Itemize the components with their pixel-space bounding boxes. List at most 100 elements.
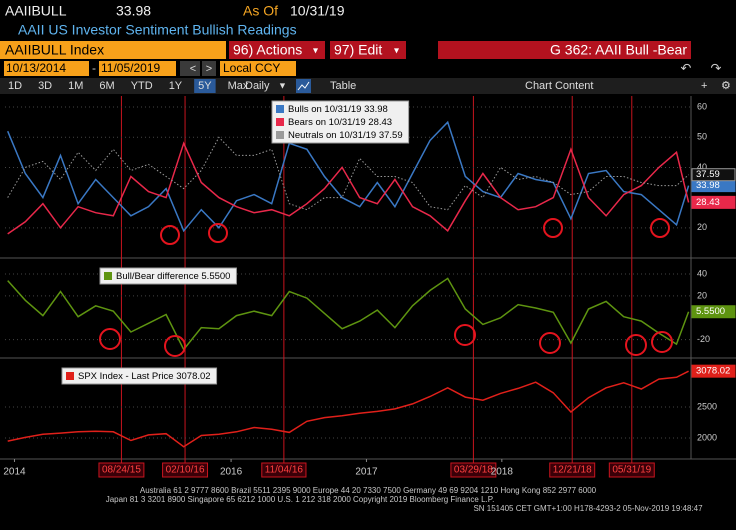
actions-label[interactable]: 96) Actions [233, 42, 302, 58]
range-button[interactable] [194, 79, 216, 93]
circle-annotation [651, 331, 673, 353]
range-label[interactable]: 6M [99, 80, 114, 92]
circle-annotation [543, 218, 563, 238]
legend-entry: Bull/Bear difference 5.5500 [116, 271, 230, 282]
range-label[interactable]: Max [228, 80, 249, 92]
currency[interactable]: Local CCY [223, 61, 280, 75]
footer-line: Australia 61 2 9777 8600 Brazil 5511 239… [140, 486, 597, 495]
redo-icon[interactable]: ↷ [711, 60, 722, 75]
last-value-box [691, 305, 736, 319]
legend-swatch [104, 272, 112, 280]
x-tick-label: 2017 [355, 467, 378, 478]
chart-name: G 362: AAII Bull -Bear [550, 42, 687, 58]
next-button[interactable] [202, 61, 216, 76]
end-date-field[interactable] [99, 61, 176, 76]
legend-box [99, 267, 237, 285]
series-line [7, 277, 690, 351]
event-label: 11/04/16 [265, 465, 304, 476]
security-box [0, 41, 226, 59]
footer-line: SN 151405 CET GMT+1:00 H178-4293-2 05-No… [473, 504, 703, 513]
range-button[interactable] [126, 79, 157, 93]
event-label-box [261, 462, 307, 478]
next-icon: > [206, 63, 212, 75]
start-date-field[interactable] [4, 61, 89, 76]
dropdown-arrow: ▾ [313, 46, 318, 57]
date-separator: - [92, 61, 96, 75]
footer-line: Japan 81 3 3201 8900 Singapore 65 6212 1… [106, 495, 495, 504]
event-label: 08/24/15 [102, 465, 141, 476]
last-value-label: 3078.02 [696, 366, 730, 377]
legend-value: 28.43 [368, 117, 392, 128]
legend-entry: SPX Index - Last Price 3078.02 [78, 371, 211, 382]
legend-name: Neutrals on 10/31/19 [288, 130, 376, 141]
y-tick-label: 20 [697, 222, 707, 232]
prev-button[interactable] [186, 61, 200, 76]
end-date[interactable]: 11/05/2019 [101, 61, 160, 75]
legend-value: 37.59 [379, 130, 403, 141]
legend: SPX Index - Last Price 3078.02 [61, 367, 218, 385]
legend-entry: Bears on 10/31/19 28.43 [288, 117, 392, 128]
legend-entry: Bulls on 10/31/19 33.98 [288, 104, 388, 115]
range-button[interactable] [223, 79, 253, 93]
legend-name: SPX Index - Last Price [78, 371, 174, 382]
last-value-box [691, 168, 736, 182]
add-icon[interactable]: + [701, 80, 707, 92]
event-label: 02/10/16 [166, 465, 205, 476]
legend-name: Bulls on 10/31/19 [288, 104, 361, 115]
range-label[interactable]: 1Y [169, 80, 183, 92]
last-value-label: 33.98 [696, 180, 720, 191]
range-button[interactable] [34, 79, 57, 93]
legend-value: 5.5500 [201, 271, 230, 282]
plots: 08/24/15 02/10/16 11/04/16 03/29/18 12/21/18… [3, 96, 736, 478]
circle-annotation [164, 335, 186, 357]
edit-button[interactable] [330, 41, 406, 59]
undo-icon[interactable]: ↶ [681, 60, 692, 75]
y-tick-label: -20 [697, 334, 710, 344]
security: AAIIBULL Index [5, 42, 104, 58]
y-tick-label: 40 [697, 162, 707, 172]
legend-box [61, 367, 218, 385]
series-line [7, 120, 690, 233]
event-label-box [98, 462, 145, 478]
as-of-date: 10/31/19 [290, 3, 345, 19]
edit-label[interactable]: 97) Edit [334, 42, 382, 58]
range-label[interactable]: YTD [131, 80, 153, 92]
range-label[interactable]: 3D [38, 80, 52, 92]
chart-content-button[interactable]: Chart Content [525, 80, 593, 92]
chart-icon-glyph [297, 81, 310, 91]
y-tick-label: 50 [697, 132, 707, 142]
last-value: 33.98 [116, 3, 151, 19]
range-label[interactable]: 1M [68, 80, 83, 92]
y-tick-label: 20 [697, 290, 707, 300]
series-line [7, 136, 689, 211]
dropdown-arrow: ▼ [278, 80, 287, 90]
range-button[interactable] [164, 79, 187, 93]
table-button[interactable]: Table [330, 80, 356, 92]
circle-annotation [625, 334, 647, 356]
frequency[interactable]: Daily [245, 80, 270, 92]
legend-entry: Neutrals on 10/31/19 37.59 [288, 130, 403, 141]
range-label[interactable]: 5Y [198, 80, 212, 92]
last-value-label: 28.43 [696, 197, 720, 208]
range-button[interactable] [95, 79, 119, 93]
legend-name: Bears on 10/31/19 [288, 117, 366, 128]
circle-annotation [454, 324, 476, 346]
event-label: 12/21/18 [553, 465, 592, 476]
settings-icon[interactable]: ⚙ [721, 80, 731, 92]
start-date[interactable]: 10/13/2014 [6, 61, 66, 75]
ticker: AAIIBULL [5, 3, 67, 19]
circle-annotation [160, 225, 180, 245]
x-tick-label: 2018 [491, 467, 514, 478]
legend-swatch [276, 105, 284, 113]
range-label[interactable]: 1D [8, 80, 22, 92]
legend-swatch [276, 118, 284, 126]
event-label-box [608, 462, 655, 478]
range-button[interactable] [64, 79, 88, 93]
circle-annotation [650, 218, 670, 238]
legend-name: Bull/Bear difference [116, 271, 199, 282]
range-button[interactable] [4, 79, 27, 93]
actions-button[interactable] [229, 41, 325, 59]
event-label: 05/31/19 [612, 465, 651, 476]
currency-field[interactable] [220, 61, 296, 76]
